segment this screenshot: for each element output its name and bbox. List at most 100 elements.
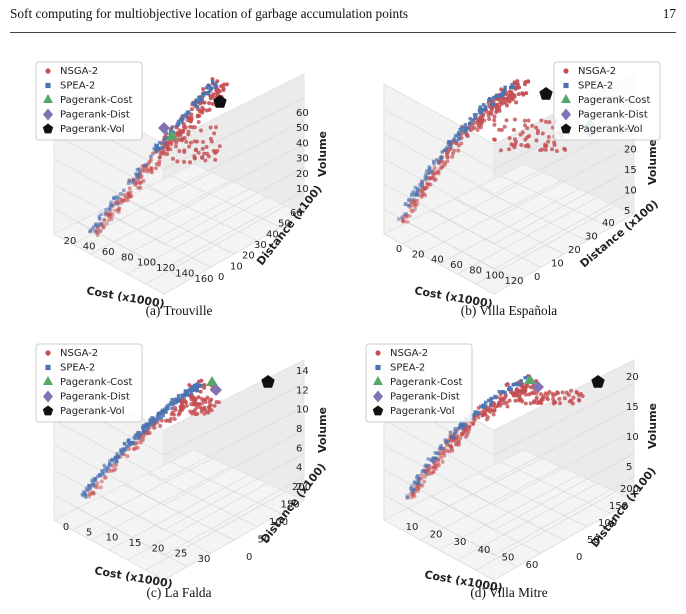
nsga-point [416,487,421,492]
legend-marker-cost [43,376,53,385]
spea-point [157,147,161,151]
legend-marker-cost [561,94,571,103]
spea-point [448,140,452,144]
nsga-point [169,412,174,417]
nsga-point [570,401,575,406]
grid-line [383,494,495,556]
spea-point [437,160,441,164]
caption-villa-mitre: (d) Villa Mitre [470,585,548,600]
data-points [396,79,596,224]
spea-point [409,193,414,197]
nsga-point [501,401,506,406]
nsga-point [415,198,420,203]
nsga-point [135,445,140,450]
nsga-point [199,406,204,411]
x-tick-label: 160 [194,274,213,285]
spea-point [501,92,506,96]
spea-point [181,393,185,397]
spea-point [127,179,131,183]
spea-point [213,82,218,86]
figure-panel-trouville: 20 40 60 80 100 120 140 160 0 10 20 30 40 50 60 10 20 30 4… [14,44,344,314]
nsga-point [526,118,531,123]
spea-point [91,480,95,484]
caption-villa-espanola: (b) Villa Española [460,303,558,318]
spea-point [421,469,425,473]
spea-point [84,495,88,499]
z-axis-label: Volume [316,407,329,453]
nsga-point [445,448,450,453]
legend-marker-spea [45,82,51,89]
spea-point [477,411,481,416]
spea-point [160,408,165,412]
grid-line [53,419,165,481]
nsga-point [450,154,455,159]
legend-marker-nsga [45,350,51,356]
spea-point [96,225,100,229]
spea-point [195,105,200,109]
nsga-point [101,224,106,229]
spea-point [196,384,200,388]
caption-la-falda: (c) La Falda [146,585,212,600]
legend-box [553,61,661,141]
legend-label: Pagerank-Cost [60,377,132,388]
nsga-point [212,403,217,408]
spea-point [411,489,416,493]
nsga-point [513,142,518,147]
nsga-point [524,91,529,96]
spea-point [449,435,453,439]
spea-point [493,395,497,400]
x-tick-label: 100 [137,258,156,269]
nsga-point [104,221,109,226]
nsga-point [543,142,548,147]
nsga-point [136,185,141,190]
nsga-point [475,120,480,125]
spea-point [428,167,432,171]
z-axis-label: Volume [646,139,659,185]
spea-point [82,490,86,494]
legend-label: NSGA-2 [390,348,428,359]
nsga-point [139,174,144,179]
nsga-point [95,485,100,490]
nsga-point [577,398,582,403]
nsga-point [116,209,121,214]
spea-point [165,136,169,140]
nsga-point [173,144,178,149]
nsga-point [125,198,130,203]
spea-point [518,382,522,387]
nsga-point [425,181,430,186]
nsga-point [172,416,177,421]
nsga-point [145,169,150,174]
spea-point [463,129,467,133]
y-tick-label: 50 [278,219,291,230]
nsga-point [177,149,182,154]
spea-point [122,441,127,446]
spea-point [191,388,196,392]
nsga-point [534,125,539,130]
nsga-point [463,428,468,433]
nsga-point [200,146,205,151]
nsga-point [208,398,213,403]
spea-point [420,185,424,189]
nsga-point [537,400,542,405]
nsga-point [422,474,427,479]
spea-point [153,420,157,425]
grid-line [493,383,635,456]
nsga-point [159,418,164,423]
nsga-point [523,401,528,406]
nsga-point [520,91,525,96]
nsga-point [545,395,550,400]
y-tick-label: 30 [585,232,598,243]
nsga-point [458,436,463,441]
nsga-point [511,127,516,132]
running-title: Soft computing for multiobjective locati… [10,6,409,21]
nsga-point [157,162,162,167]
nsga-point [528,401,533,406]
spea-point [202,91,207,95]
spea-point [451,435,456,440]
nsga-point [487,117,492,122]
page-header: Soft computing for multiobjective locati… [10,6,676,26]
nsga-point [215,91,220,96]
nsga-point [441,451,446,456]
spea-point [181,113,185,118]
spea-point [110,204,115,208]
